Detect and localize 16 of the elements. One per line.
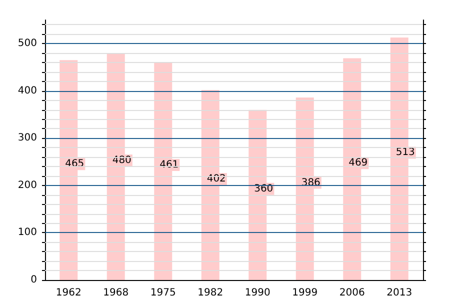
y-tick-label: 500 bbox=[18, 38, 37, 50]
y-tick-label: 400 bbox=[18, 85, 37, 96]
x-tick-label: 2013 bbox=[386, 288, 412, 298]
y-tick-label: 0 bbox=[30, 274, 37, 286]
y-tick-label: 200 bbox=[18, 180, 37, 191]
data-label: 469 bbox=[348, 158, 368, 169]
y-tick-label: 300 bbox=[18, 132, 37, 144]
x-tick-label: 1982 bbox=[198, 288, 224, 298]
x-tick-label: 1962 bbox=[56, 288, 82, 298]
x-tick-label: 1999 bbox=[292, 288, 318, 298]
y-tick-label: 100 bbox=[18, 227, 37, 238]
x-tick-label: 2006 bbox=[339, 288, 365, 298]
x-tick-label: 1975 bbox=[150, 288, 176, 298]
x-tick-label: 1968 bbox=[103, 288, 129, 298]
x-tick-label: 1990 bbox=[244, 288, 270, 298]
data-label: 513 bbox=[396, 147, 415, 158]
